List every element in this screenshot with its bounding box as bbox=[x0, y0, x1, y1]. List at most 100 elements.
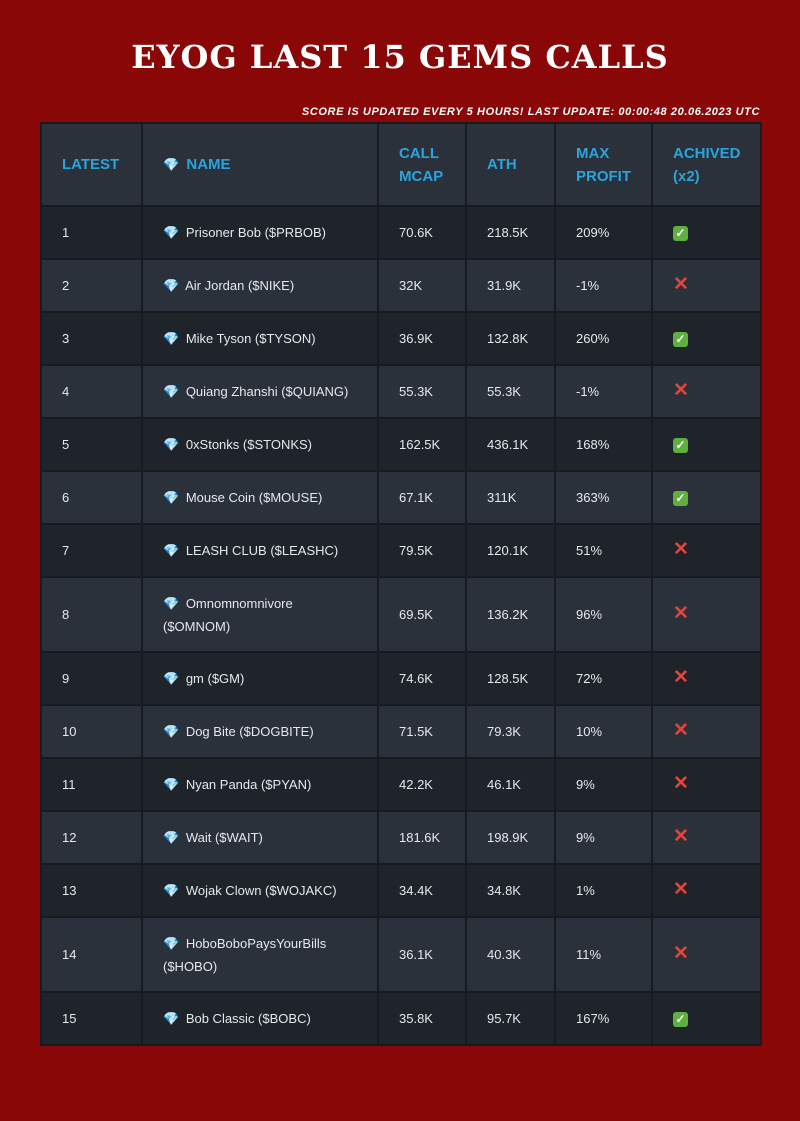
cell-max-profit: 72% bbox=[554, 651, 653, 706]
table-row[interactable]: 4 💎 Quiang Zhanshi ($QUIANG) 55.3K 55.3K -1%… bbox=[40, 364, 762, 419]
cell-name: 💎 Quiang Zhanshi ($QUIANG) bbox=[141, 364, 379, 419]
table-row[interactable]: 2 💎 Air Jordan ($NIKE) 32K 31.9K -1% ✕ bbox=[40, 258, 762, 313]
table-row[interactable]: 13 💎 Wojak Clown ($WOJAKC) 34.4K 34.8K 1% ✕ bbox=[40, 863, 762, 918]
cell-call-mcap: 79.5K bbox=[377, 523, 467, 578]
token-name: Quiang Zhanshi ($QUIANG) bbox=[185, 384, 349, 399]
cross-icon: ✕ bbox=[673, 274, 689, 295]
cell-achived: ✓ bbox=[651, 417, 762, 472]
cell-max-profit: 96% bbox=[554, 576, 653, 653]
column-header-ath-label: ATH bbox=[487, 156, 517, 173]
cell-max-profit: 168% bbox=[554, 417, 653, 472]
cell-call-mcap: 67.1K bbox=[377, 470, 467, 525]
cross-icon: ✕ bbox=[673, 667, 689, 688]
cell-call-mcap: 69.5K bbox=[377, 576, 467, 653]
cell-name: 💎 Mouse Coin ($MOUSE) bbox=[141, 470, 379, 525]
table-row[interactable]: 6 💎 Mouse Coin ($MOUSE) 67.1K 311K 363% ✓ bbox=[40, 470, 762, 525]
column-header-name-label: NAME bbox=[186, 156, 231, 173]
table-row[interactable]: 8 💎 Omnomnomnivore ($OMNOM) 69.5K 136.2K 96%… bbox=[40, 576, 762, 653]
column-header-max-profit-label: MAX PROFIT bbox=[576, 144, 631, 185]
cell-call-mcap: 36.1K bbox=[377, 916, 467, 993]
cell-ath: 79.3K bbox=[465, 704, 556, 759]
cell-max-profit: 9% bbox=[554, 810, 653, 865]
cell-latest: 10 bbox=[40, 704, 143, 759]
cell-ath: 120.1K bbox=[465, 523, 556, 578]
gem-icon: 💎 bbox=[163, 724, 180, 739]
column-header-achived[interactable]: ACHIVED (x2) bbox=[651, 122, 762, 207]
gem-icon: 💎 bbox=[163, 437, 180, 452]
cell-max-profit: 260% bbox=[554, 311, 653, 366]
table-row[interactable]: 12 💎 Wait ($WAIT) 181.6K 198.9K 9% ✕ bbox=[40, 810, 762, 865]
cell-achived: ✓ bbox=[651, 311, 762, 366]
cell-max-profit: 363% bbox=[554, 470, 653, 525]
gem-icon: 💎 bbox=[163, 883, 180, 898]
cell-ath: 218.5K bbox=[465, 205, 556, 260]
cell-ath: 31.9K bbox=[465, 258, 556, 313]
cell-name: 💎 Air Jordan ($NIKE) bbox=[141, 258, 379, 313]
cell-max-profit: 51% bbox=[554, 523, 653, 578]
gems-table: LATEST 💎 NAME CALL MCAP ATH MAX PROFIT A… bbox=[40, 122, 762, 1046]
table-row[interactable]: 5 💎 0xStonks ($STONKS) 162.5K 436.1K 168% ✓ bbox=[40, 417, 762, 472]
gem-icon: 💎 bbox=[163, 671, 180, 686]
column-header-max-profit[interactable]: MAX PROFIT bbox=[554, 122, 653, 207]
cell-ath: 55.3K bbox=[465, 364, 556, 419]
cell-call-mcap: 70.6K bbox=[377, 205, 467, 260]
gem-icon: 💎 bbox=[163, 543, 180, 558]
cross-icon: ✕ bbox=[673, 720, 689, 741]
table-header-row: LATEST 💎 NAME CALL MCAP ATH MAX PROFIT A… bbox=[40, 122, 762, 207]
cell-call-mcap: 34.4K bbox=[377, 863, 467, 918]
cell-achived: ✕ bbox=[651, 757, 762, 812]
cell-achived: ✕ bbox=[651, 576, 762, 653]
check-icon: ✓ bbox=[673, 226, 688, 241]
table-row[interactable]: 11 💎 Nyan Panda ($PYAN) 42.2K 46.1K 9% ✕ bbox=[40, 757, 762, 812]
cell-call-mcap: 55.3K bbox=[377, 364, 467, 419]
cross-icon: ✕ bbox=[673, 773, 689, 794]
check-icon: ✓ bbox=[673, 438, 688, 453]
column-header-ath[interactable]: ATH bbox=[465, 122, 556, 207]
column-header-name[interactable]: 💎 NAME bbox=[141, 122, 379, 207]
table-row[interactable]: 7 💎 LEASH CLUB ($LEASHC) 79.5K 120.1K 51% ✕ bbox=[40, 523, 762, 578]
cell-latest: 11 bbox=[40, 757, 143, 812]
cell-latest: 8 bbox=[40, 576, 143, 653]
cell-ath: 40.3K bbox=[465, 916, 556, 993]
cell-achived: ✓ bbox=[651, 470, 762, 525]
cell-achived: ✕ bbox=[651, 863, 762, 918]
table-row[interactable]: 14 💎 HoboBoboPaysYourBills ($HOBO) 36.1K 40… bbox=[40, 916, 762, 993]
token-name: HoboBoboPaysYourBills ($HOBO) bbox=[163, 935, 327, 974]
cell-name: 💎 HoboBoboPaysYourBills ($HOBO) bbox=[141, 916, 379, 993]
cross-icon: ✕ bbox=[673, 943, 689, 964]
cell-call-mcap: 71.5K bbox=[377, 704, 467, 759]
column-header-call-mcap[interactable]: CALL MCAP bbox=[377, 122, 467, 207]
cell-latest: 14 bbox=[40, 916, 143, 993]
token-name: Wojak Clown ($WOJAKC) bbox=[185, 883, 337, 898]
column-header-latest[interactable]: LATEST bbox=[40, 122, 143, 207]
cell-call-mcap: 74.6K bbox=[377, 651, 467, 706]
table-row[interactable]: 10 💎 Dog Bite ($DOGBITE) 71.5K 79.3K 10% ✕ bbox=[40, 704, 762, 759]
table-row[interactable]: 1 💎 Prisoner Bob ($PRBOB) 70.6K 218.5K 209% ✓ bbox=[40, 205, 762, 260]
table-row[interactable]: 15 💎 Bob Classic ($BOBC) 35.8K 95.7K 167% ✓ bbox=[40, 991, 762, 1046]
cell-max-profit: 1% bbox=[554, 863, 653, 918]
cell-latest: 3 bbox=[40, 311, 143, 366]
column-header-call-mcap-label: CALL MCAP bbox=[399, 144, 444, 185]
gem-icon: 💎 bbox=[163, 331, 180, 346]
cell-max-profit: -1% bbox=[554, 364, 653, 419]
cell-ath: 436.1K bbox=[465, 417, 556, 472]
table-row[interactable]: 3 💎 Mike Tyson ($TYSON) 36.9K 132.8K 260% ✓ bbox=[40, 311, 762, 366]
cell-latest: 12 bbox=[40, 810, 143, 865]
table-body: 1 💎 Prisoner Bob ($PRBOB) 70.6K 218.5K 209% ✓… bbox=[40, 205, 762, 1046]
cell-achived: ✕ bbox=[651, 258, 762, 313]
cross-icon: ✕ bbox=[673, 539, 689, 560]
gem-icon: 💎 bbox=[163, 595, 180, 611]
cell-max-profit: -1% bbox=[554, 258, 653, 313]
cell-latest: 2 bbox=[40, 258, 143, 313]
cell-name: 💎 Bob Classic ($BOBC) bbox=[141, 991, 379, 1046]
table-row[interactable]: 9 💎 gm ($GM) 74.6K 128.5K 72% ✕ bbox=[40, 651, 762, 706]
cell-ath: 128.5K bbox=[465, 651, 556, 706]
cell-max-profit: 11% bbox=[554, 916, 653, 993]
cell-name: 💎 gm ($GM) bbox=[141, 651, 379, 706]
cell-achived: ✕ bbox=[651, 523, 762, 578]
token-name: Omnomnomnivore ($OMNOM) bbox=[163, 595, 293, 634]
column-header-achived-sub: (x2) bbox=[673, 167, 700, 185]
cell-latest: 15 bbox=[40, 991, 143, 1046]
gem-icon: 💎 bbox=[163, 935, 180, 951]
cell-call-mcap: 181.6K bbox=[377, 810, 467, 865]
